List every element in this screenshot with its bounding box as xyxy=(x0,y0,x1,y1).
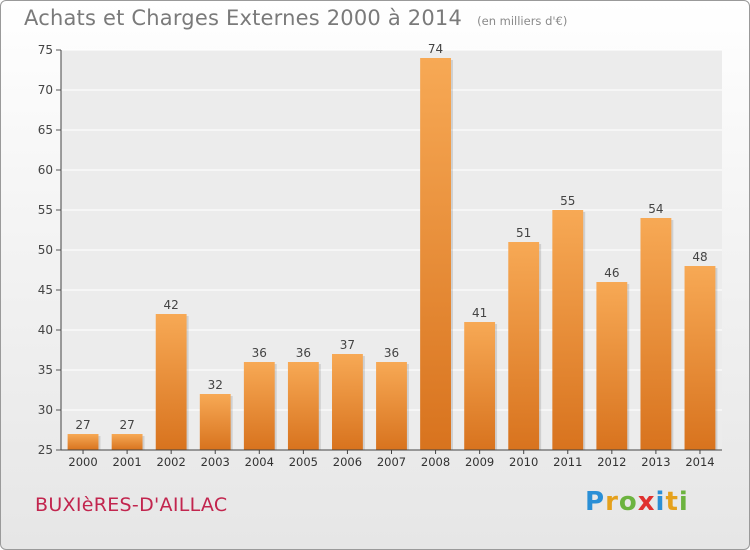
bar-value-label: 74 xyxy=(428,42,443,56)
x-tick-label: 2007 xyxy=(377,455,406,469)
bar-2002 xyxy=(155,314,187,450)
x-tick-label: 2009 xyxy=(465,455,494,469)
commune-name: BUXIèRES-D'AILLAC xyxy=(35,494,228,516)
proxiti-logo: Proxiti xyxy=(585,487,689,517)
logo-letter: i xyxy=(655,487,666,517)
bar-value-label: 36 xyxy=(296,346,311,360)
label-layer: 27 27 42 32 36 36 37 36 74 41 51 55 46 54 48 xyxy=(75,42,707,432)
bar-2005 xyxy=(287,362,319,450)
x-tick-label: 2006 xyxy=(333,455,362,469)
y-tick-label: 65 xyxy=(38,123,53,137)
bar-2004 xyxy=(243,362,275,450)
bar-value-label: 46 xyxy=(604,266,619,280)
bar-2010 xyxy=(508,242,540,450)
bar-2006 xyxy=(332,354,363,450)
x-tick-label: 2011 xyxy=(553,455,582,469)
bar-value-label: 55 xyxy=(560,194,575,208)
bar-value-label: 42 xyxy=(164,298,179,312)
bar-value-label: 41 xyxy=(472,306,487,320)
bar-value-label: 36 xyxy=(384,346,399,360)
chart-header: Achats et Charges Externes 2000 à 2014 (… xyxy=(24,6,567,30)
bar-value-label: 32 xyxy=(208,378,223,392)
y-tick-label: 70 xyxy=(38,83,53,97)
bar-value-label: 48 xyxy=(692,250,707,264)
y-tick-label: 30 xyxy=(38,403,53,417)
bar-2003 xyxy=(199,394,231,450)
bar-layer xyxy=(67,58,718,450)
x-tick-label: 2013 xyxy=(641,455,670,469)
chart-subtitle: (en milliers d'€) xyxy=(477,14,568,28)
x-tick-label: 2002 xyxy=(157,455,186,469)
logo-letter: i xyxy=(678,487,689,517)
logo-letter: t xyxy=(665,487,679,517)
bar-value-label: 51 xyxy=(516,226,531,240)
x-tick-label: 2012 xyxy=(597,455,626,469)
bar-value-label: 36 xyxy=(252,346,267,360)
x-tick-label: 2010 xyxy=(509,455,538,469)
logo-letter: o xyxy=(618,487,638,517)
bar-2009 xyxy=(464,322,496,450)
chart-title: Achats et Charges Externes 2000 à 2014 xyxy=(24,6,463,30)
logo-letter: P xyxy=(585,487,606,517)
bar-2012 xyxy=(596,282,628,450)
bar-value-label: 27 xyxy=(75,418,90,432)
x-tick-label: 2000 xyxy=(68,455,97,469)
bar-value-label: 37 xyxy=(340,338,355,352)
bar-2007 xyxy=(376,362,407,450)
x-tick-label: 2005 xyxy=(289,455,318,469)
y-tick-label: 50 xyxy=(38,243,53,257)
x-tick-label: 2001 xyxy=(112,455,141,469)
y-tick-label: 35 xyxy=(38,363,53,377)
y-tick-label: 40 xyxy=(38,323,53,337)
logo-letter: r xyxy=(605,487,619,517)
logo-letter: x xyxy=(637,487,656,517)
axis-layer: 25 30 35 40 45 50 55 60 65 70 75 2000 2001 2002 2003 20… xyxy=(38,43,722,469)
bar-2011 xyxy=(552,210,584,450)
bar-value-label: 54 xyxy=(648,202,663,216)
bar-2000 xyxy=(67,434,99,450)
y-tick-label: 55 xyxy=(38,203,53,217)
x-tick-label: 2008 xyxy=(421,455,450,469)
bar-2014 xyxy=(684,266,716,450)
x-tick-label: 2004 xyxy=(245,455,274,469)
x-tick-label: 2003 xyxy=(201,455,230,469)
y-tick-label: 45 xyxy=(38,283,53,297)
y-tick-label: 25 xyxy=(38,443,53,457)
x-tick-label: 2014 xyxy=(685,455,714,469)
y-tick-label: 60 xyxy=(38,163,53,177)
bar-2008 xyxy=(420,58,451,450)
y-tick-label: 75 xyxy=(38,43,53,57)
bar-2013 xyxy=(640,218,672,450)
bar-value-label: 27 xyxy=(119,418,134,432)
bar-2001 xyxy=(111,434,143,450)
